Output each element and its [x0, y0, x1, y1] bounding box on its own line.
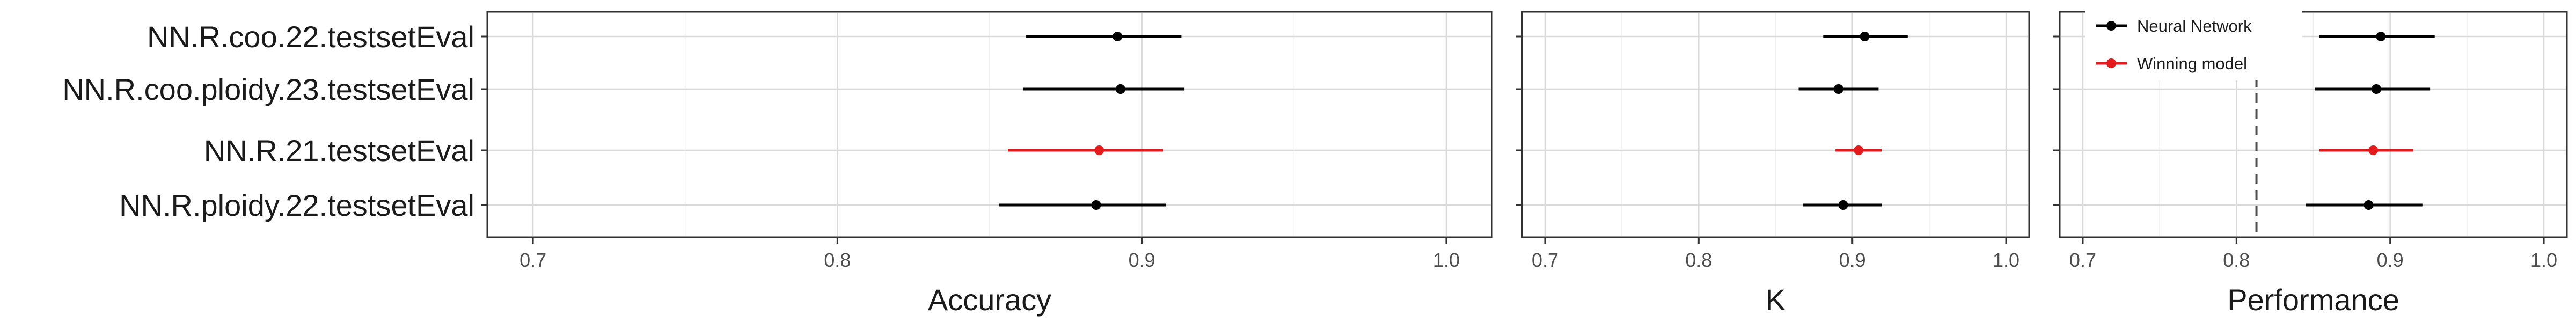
y-tick-label: NN.R.ploidy.22.testsetEval: [119, 188, 474, 222]
x-tick-label: 0.7: [519, 249, 546, 271]
point-estimate: [1091, 200, 1101, 210]
point-estimate: [2363, 200, 2374, 210]
panel-kappa: 0.7 0.8 0.9 1.0 K: [1516, 11, 2030, 317]
point-estimate: [1833, 84, 1843, 94]
x-tick-label: 0.8: [2223, 249, 2250, 271]
y-tick-label: NN.R.coo.ploidy.23.testsetEval: [62, 72, 474, 106]
point-estimate: [1854, 145, 1864, 155]
point-estimate: [2368, 145, 2379, 155]
point-estimate: [1838, 200, 1848, 210]
point-estimate: [1094, 145, 1104, 155]
x-tick-label: 0.9: [2377, 249, 2404, 271]
point-estimate: [2376, 32, 2386, 41]
x-tick-label: 0.8: [824, 249, 851, 271]
y-tick-label: NN.R.21.testsetEval: [204, 134, 474, 167]
legend-label: Neural Network: [2137, 17, 2252, 35]
x-tick-label: 0.7: [2069, 249, 2096, 271]
x-tick-label: 0.7: [1532, 249, 1558, 271]
point-estimate: [1113, 32, 1123, 41]
x-axis-title: K: [1766, 283, 1785, 317]
x-tick-label: 1.0: [1993, 249, 2019, 271]
legend: Neural Network Winning model: [2085, 5, 2302, 80]
x-tick-label: 0.8: [1685, 249, 1712, 271]
panel-accuracy: 0.7 0.8 0.9 1.0 Accuracy: [481, 11, 1493, 317]
x-axis-title: Accuracy: [928, 283, 1051, 317]
point-estimate: [2371, 84, 2381, 94]
point-estimate: [1115, 84, 1125, 94]
point-estimate: [1860, 32, 1870, 41]
y-tick-label: NN.R.coo.22.testsetEval: [147, 20, 474, 54]
x-tick-label: 1.0: [2530, 249, 2557, 271]
x-axis-title: Performance: [2227, 283, 2399, 317]
y-axis-labels: NN.R.coo.22.testsetEval NN.R.coo.ploidy.2…: [62, 20, 474, 222]
x-tick-label: 1.0: [1433, 249, 1460, 271]
x-tick-label: 0.9: [1129, 249, 1155, 271]
legend-background: [2085, 5, 2302, 80]
legend-key-point: [2106, 21, 2116, 31]
legend-key-point: [2106, 58, 2116, 68]
x-tick-label: 0.9: [1839, 249, 1866, 271]
legend-label: Winning model: [2137, 54, 2247, 73]
